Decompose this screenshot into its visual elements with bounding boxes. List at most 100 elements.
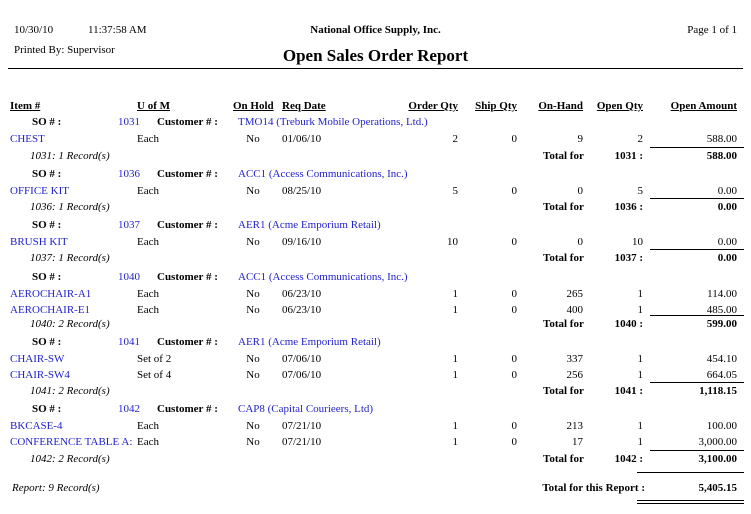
item-number-link[interactable]: AEROCHAIR-E1 [10,304,91,316]
total-for-label: Total for [543,150,584,162]
ship-qty: 0 [511,236,518,248]
so-label: SO # : [32,116,62,128]
order-qty: 1 [452,420,459,432]
customer-link[interactable]: TMO14 (Treburk Mobile Operations, Ltd.) [238,116,428,128]
item-number-link[interactable]: CHAIR-SW4 [10,369,70,381]
req-date: 07/06/10 [282,369,322,381]
item-row: CHAIR-SW4 Set of 4 No 07/06/10 1 0 256 1… [0,369,751,384]
customer-link[interactable]: CAP8 (Capital Courieers, Ltd) [238,403,374,415]
uofm: Each [137,436,159,448]
item-row: CONFERENCE TABLE A: Each No 07/21/10 1 0… [0,436,751,451]
so-number-link[interactable]: 1031 [118,116,140,128]
item-number-link[interactable]: OFFICE KIT [10,185,69,197]
on-hold: No [246,288,260,300]
order-qty: 1 [452,369,459,381]
open-amount: 114.00 [707,288,737,300]
total-for-label: Total for [543,453,584,465]
so-number-link[interactable]: 1036 [118,168,140,180]
open-amount: 485.00 [706,304,737,316]
customer-link[interactable]: AER1 (Acme Emporium Retail) [238,336,381,348]
col-req-date: Req Date [282,100,326,112]
open-amount: 454.10 [706,353,737,365]
open-qty: 1 [637,353,644,365]
uofm: Set of 2 [137,353,172,365]
total-amount: 0.00 [717,252,737,264]
item-number-link[interactable]: BKCASE-4 [10,420,63,432]
total-for-label: Total for [543,318,584,330]
so-number-link[interactable]: 1040 [118,271,140,283]
total-for-label: Total for [543,252,584,264]
open-qty: 1 [637,304,644,316]
on-hold: No [246,133,260,145]
report-record-note: Report: 9 Record(s) [12,482,100,494]
item-row: AEROCHAIR-E1 Each No 06/23/10 1 0 400 1 … [0,304,751,319]
print-time: 11:37:58 AM [88,24,147,36]
company-name: National Office Supply, Inc. [310,24,441,36]
open-amount: 3,000.00 [698,436,738,448]
order-qty: 2 [452,133,459,145]
so-label: SO # : [32,168,62,180]
on-hold: No [246,304,260,316]
printed-by: Printed By: Supervisor [14,44,115,56]
on-hand: 337 [566,353,584,365]
item-number-link[interactable]: AEROCHAIR-A1 [10,288,92,300]
open-qty: 1 [637,436,644,448]
col-on-hand: On-Hand [538,100,583,112]
total-amount: 588.00 [706,150,737,162]
open-amount: 100.00 [706,420,737,432]
item-number-link[interactable]: CHAIR-SW [10,353,65,365]
item-number-link[interactable]: BRUSH KIT [10,236,68,248]
customer-label: Customer # : [157,336,218,348]
so-number-link[interactable]: 1042 [118,403,140,415]
open-amount: 0.00 [717,236,737,248]
on-hand: 256 [566,369,584,381]
open-amount: 664.05 [706,369,737,381]
on-hand: 17 [572,436,583,448]
item-number-link[interactable]: CHEST [10,133,45,145]
ship-qty: 0 [511,353,518,365]
uofm: Each [137,185,159,197]
total-so-number: 1031 : [614,150,643,162]
item-row: BRUSH KIT Each No 09/16/10 10 0 0 10 0.0… [0,236,751,251]
open-qty: 10 [632,236,643,248]
on-hand: 400 [566,304,584,316]
open-qty: 2 [637,133,644,145]
so-header-row: SO # : 1041 Customer # : AER1 (Acme Empo… [0,336,751,351]
so-header-row: SO # : 1031 Customer # : TMO14 (Treburk … [0,116,751,131]
item-number-link[interactable]: CONFERENCE TABLE A: [10,436,133,448]
order-qty: 1 [452,288,459,300]
so-number-link[interactable]: 1041 [118,336,140,348]
open-qty: 1 [637,288,644,300]
total-for-label: Total for [543,201,584,213]
item-row: OFFICE KIT Each No 08/25/10 5 0 0 5 0.00 [0,185,751,200]
ship-qty: 0 [511,185,518,197]
customer-link[interactable]: ACC1 (Access Communications, Inc.) [238,168,408,180]
group-total-row: 1040: 2 Record(s) Total for 1040 : 599.0… [0,318,751,333]
on-hand: 0 [577,185,584,197]
on-hold: No [246,236,260,248]
uofm: Each [137,288,159,300]
customer-link[interactable]: AER1 (Acme Emporium Retail) [238,219,381,231]
col-order-qty: Order Qty [408,100,458,112]
group-total-row: 1042: 2 Record(s) Total for 1042 : 3,100… [0,453,751,468]
ship-qty: 0 [511,133,518,145]
ship-qty: 0 [511,436,518,448]
group-total-row: 1031: 1 Record(s) Total for 1031 : 588.0… [0,150,751,165]
group-total-row: 1037: 1 Record(s) Total for 1037 : 0.00 [0,252,751,267]
print-date: 10/30/10 [14,24,54,36]
so-number-link[interactable]: 1037 [118,219,140,231]
column-header-row: Item # U of M On Hold Req Date Order Qty… [0,100,751,115]
report-total-row: Report: 9 Record(s) Total for this Repor… [0,482,751,497]
total-amount: 3,100.00 [698,453,738,465]
group-total-row: 1041: 2 Record(s) Total for 1041 : 1,118… [0,385,751,400]
customer-label: Customer # : [157,116,218,128]
header-rule [8,68,743,69]
open-amount: 0.00 [717,185,737,197]
customer-link[interactable]: ACC1 (Access Communications, Inc.) [238,271,408,283]
on-hold: No [246,353,260,365]
total-so-number: 1042 : [614,453,643,465]
ship-qty: 0 [511,304,518,316]
total-so-number: 1041 : [614,385,643,397]
item-row: AEROCHAIR-A1 Each No 06/23/10 1 0 265 1 … [0,288,751,303]
page-number: Page 1 of 1 [687,24,737,36]
